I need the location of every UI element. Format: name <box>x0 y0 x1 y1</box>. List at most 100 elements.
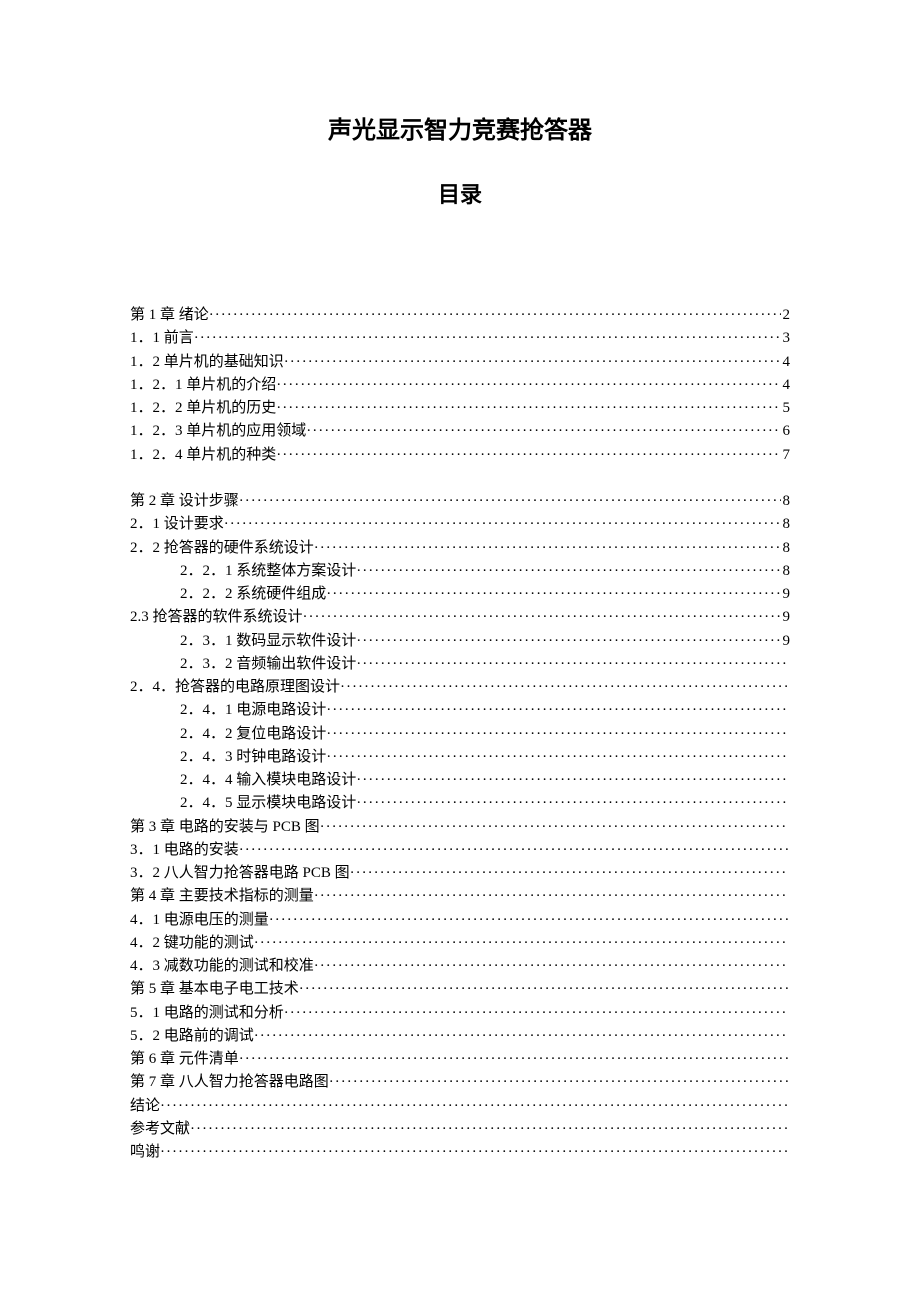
toc-entry: 第 7 章 八人智力抢答器电路图 <box>130 1071 790 1094</box>
toc-entry-page: 8 <box>781 560 791 583</box>
toc-entry-page: 9 <box>781 606 791 629</box>
toc-leader-dots <box>314 955 788 978</box>
toc-leader-dots <box>254 932 788 955</box>
toc-entry-page <box>788 909 790 932</box>
toc-entry-page <box>788 653 790 676</box>
toc-entry-page <box>788 1095 790 1118</box>
toc-leader-dots <box>239 1048 788 1071</box>
toc-leader-dots <box>350 862 788 885</box>
toc-entry: 1．2．1 单片机的介绍4 <box>130 374 790 397</box>
toc-leader-dots <box>326 583 780 606</box>
toc-leader-dots <box>284 1002 788 1025</box>
toc-blank-line <box>130 467 790 490</box>
toc-entry-page: 2 <box>781 304 791 327</box>
toc-entry: 鸣谢 <box>130 1141 790 1164</box>
toc-entry: 3．1 电路的安装 <box>130 839 790 862</box>
toc-entry-page <box>788 885 790 908</box>
toc-entry: 第 2 章 设计步骤8 <box>130 490 790 513</box>
toc-entry-page <box>788 932 790 955</box>
toc-entry: 1．2．3 单片机的应用领域6 <box>130 420 790 443</box>
toc-entry-label: 1．1 前言 <box>130 327 194 350</box>
toc-entry-label: 2．4．1 电源电路设计 <box>180 699 326 722</box>
toc-entry-label: 第 3 章 电路的安装与 PCB 图 <box>130 816 320 839</box>
toc-entry: 参考文献 <box>130 1118 790 1141</box>
toc-entry-label: 1．2．4 单片机的种类 <box>130 444 276 467</box>
document-title: 声光显示智力竞赛抢答器 <box>130 110 790 145</box>
toc-entry: 第 4 章 主要技术指标的测量 <box>130 885 790 908</box>
toc-entry-page <box>788 699 790 722</box>
toc-leader-dots <box>314 885 788 908</box>
toc-leader-dots <box>239 839 788 862</box>
toc-entry-label: 第 1 章 绪论 <box>130 304 209 327</box>
toc-leader-dots <box>209 304 781 327</box>
toc-entry-label: 5．1 电路的测试和分析 <box>130 1002 284 1025</box>
toc-entry-page <box>788 676 790 699</box>
toc-entry-page <box>788 1002 790 1025</box>
toc-leader-dots <box>190 1118 788 1141</box>
toc-entry-label: 2．4．3 时钟电路设计 <box>180 746 326 769</box>
toc-entry: 第 1 章 绪论 2 <box>130 304 790 327</box>
toc-entry-page: 4 <box>781 374 791 397</box>
toc-entry: 结论 <box>130 1095 790 1118</box>
toc-entry: 1．2．4 单片机的种类 7 <box>130 444 790 467</box>
toc-entry-page <box>788 839 790 862</box>
toc-leader-dots <box>160 1141 788 1164</box>
toc-entry: 第 6 章 元件清单 <box>130 1048 790 1071</box>
toc-leader-dots <box>329 1071 788 1094</box>
toc-entry-label: 2．2．2 系统硬件组成 <box>180 583 326 606</box>
toc-entry-page <box>788 1025 790 1048</box>
toc-leader-dots <box>303 606 781 629</box>
toc-entry: 1．1 前言3 <box>130 327 790 350</box>
toc-entry: 2．2 抢答器的硬件系统设计8 <box>130 537 790 560</box>
toc-entry-page: 7 <box>781 444 791 467</box>
toc-entry-label: 4．3 减数功能的测试和校准 <box>130 955 314 978</box>
toc-entry-label: 2．2 抢答器的硬件系统设计 <box>130 537 314 560</box>
toc-entry: 4．1 电源电压的测量 <box>130 909 790 932</box>
toc-entry-page <box>788 769 790 792</box>
toc-leader-dots <box>276 397 780 420</box>
toc-entry-page <box>788 816 790 839</box>
toc-leader-dots <box>356 630 780 653</box>
toc-entry-page: 9 <box>781 630 791 653</box>
toc-leader-dots <box>340 676 788 699</box>
toc-leader-dots <box>320 816 788 839</box>
toc-entry-page <box>788 955 790 978</box>
toc-entry-label: 鸣谢 <box>130 1141 160 1164</box>
toc-entry-label: 1．2 单片机的基础知识 <box>130 351 284 374</box>
document-subtitle: 目录 <box>130 177 790 209</box>
toc-entry: 第 3 章 电路的安装与 PCB 图 <box>130 816 790 839</box>
toc-leader-dots <box>194 327 781 350</box>
toc-entry-page: 9 <box>781 583 791 606</box>
toc-entry: 4．2 键功能的测试 <box>130 932 790 955</box>
toc-entry-label: 3．1 电路的安装 <box>130 839 239 862</box>
toc-entry-label: 2．2．1 系统整体方案设计 <box>180 560 356 583</box>
toc-entry-page <box>788 978 790 1001</box>
toc-entry-label: 2.3 抢答器的软件系统设计 <box>130 606 303 629</box>
toc-leader-dots <box>356 792 788 815</box>
toc-entry-label: 2．4．5 显示模块电路设计 <box>180 792 356 815</box>
toc-leader-dots <box>239 490 781 513</box>
toc-entry-label: 2．4．2 复位电路设计 <box>180 723 326 746</box>
toc-entry-page <box>788 1118 790 1141</box>
toc-entry-label: 第 2 章 设计步骤 <box>130 490 239 513</box>
toc-entry: 1．2．2 单片机的历史5 <box>130 397 790 420</box>
toc-entry: 2．4．4 输入模块电路设计 <box>130 769 790 792</box>
toc-entry: 5．2 电路前的调试 <box>130 1025 790 1048</box>
toc-entry-label: 2．4．抢答器的电路原理图设计 <box>130 676 340 699</box>
toc-entry-label: 参考文献 <box>130 1118 190 1141</box>
toc-entry-label: 第 5 章 基本电子电工技术 <box>130 978 299 1001</box>
table-of-contents: 第 1 章 绪论 21．1 前言31．2 单片机的基础知识 41．2．1 单片机的介… <box>130 304 790 1164</box>
toc-entry: 2．1 设计要求8 <box>130 513 790 536</box>
toc-leader-dots <box>326 699 788 722</box>
toc-entry-page: 5 <box>781 397 791 420</box>
toc-entry-page: 4 <box>781 351 791 374</box>
toc-leader-dots <box>306 420 780 443</box>
toc-entry: 2．2．1 系统整体方案设计 8 <box>130 560 790 583</box>
toc-entry-label: 2．3．1 数码显示软件设计 <box>180 630 356 653</box>
toc-entry: 2．3．2 音频输出软件设计 <box>130 653 790 676</box>
toc-leader-dots <box>276 444 780 467</box>
toc-entry-page <box>788 792 790 815</box>
toc-leader-dots <box>269 909 788 932</box>
toc-entry-label: 2．4．4 输入模块电路设计 <box>180 769 356 792</box>
toc-entry: 2．4．2 复位电路设计 <box>130 723 790 746</box>
